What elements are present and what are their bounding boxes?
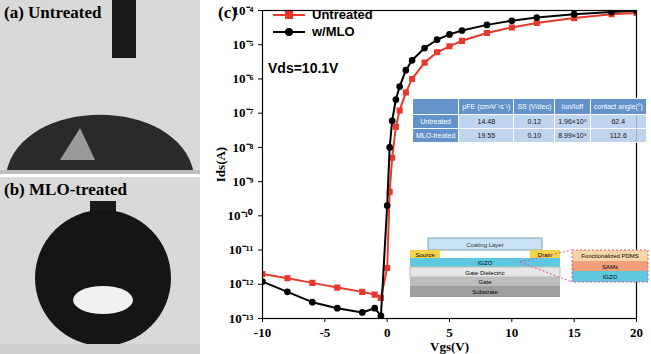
svg-text:10⁻¹¹: 10⁻¹¹	[229, 242, 254, 257]
html-text:8.99×10⁹: 8.99×10⁹	[558, 132, 587, 139]
svg-text:0: 0	[384, 325, 391, 340]
svg-text:(b) MLO-treated: (b) MLO-treated	[4, 180, 127, 199]
svg-text:-10: -10	[254, 325, 271, 340]
svg-text:Gate: Gate	[478, 279, 492, 285]
svg-text:10⁻⁴: 10⁻⁴	[233, 3, 254, 18]
svg-text:(c): (c)	[218, 3, 237, 22]
svg-text:10⁻¹⁰: 10⁻¹⁰	[228, 208, 254, 223]
svg-text:10⁻⁸: 10⁻⁸	[233, 140, 254, 155]
html-text:μFE (cm²V⁻¹s⁻¹): μFE (cm²V⁻¹s⁻¹)	[462, 103, 511, 110]
svg-text:10: 10	[505, 325, 518, 340]
svg-text:10⁻⁶: 10⁻⁶	[233, 71, 254, 86]
svg-text:-5: -5	[319, 325, 330, 340]
svg-text:10⁻⁵: 10⁻⁵	[233, 37, 254, 52]
html-text:1.96×10⁸: 1.96×10⁸	[558, 118, 587, 125]
html-text:Untreated: Untreated	[312, 7, 373, 22]
html-text:Untreated: Untreated	[420, 118, 451, 125]
svg-text:Source: Source	[415, 252, 435, 258]
svg-text:5: 5	[446, 325, 453, 340]
html-text:0.12: 0.12	[527, 118, 542, 125]
svg-text:20: 20	[630, 325, 643, 340]
svg-text:15: 15	[568, 325, 582, 340]
html-text:112.6: 112.6	[609, 132, 627, 139]
svg-text:10⁻¹³: 10⁻¹³	[229, 311, 254, 326]
svg-text:(a) Untreated: (a) Untreated	[4, 3, 102, 22]
svg-text:10⁻¹²: 10⁻¹²	[229, 276, 254, 291]
svg-text:Vgs(V): Vgs(V)	[430, 339, 469, 354]
svg-text:Ids(A): Ids(A)	[213, 147, 228, 182]
svg-text:Drain: Drain	[538, 252, 552, 258]
html-text:contact angle(°): contact angle(°)	[593, 103, 643, 110]
svg-text:IGZO: IGZO	[603, 274, 618, 280]
svg-text:10⁻⁹: 10⁻⁹	[233, 174, 254, 189]
svg-text:10⁻⁷: 10⁻⁷	[233, 105, 254, 120]
svg-text:IGZO: IGZO	[478, 260, 493, 266]
svg-text:Coating Layer: Coating Layer	[466, 242, 503, 248]
html-text:14.48: 14.48	[477, 118, 496, 125]
html-text:w/MLO: w/MLO	[312, 24, 355, 39]
svg-text:Functionalized PDMS: Functionalized PDMS	[581, 253, 639, 259]
html-text:19.55: 19.55	[477, 132, 496, 139]
svg-text:Gate Dielectric: Gate Dielectric	[465, 270, 504, 276]
html-text:Ion/Ioff: Ion/Ioff	[561, 103, 584, 110]
html-text:MLO-treated: MLO-treated	[416, 132, 456, 139]
svg-text:SAMs: SAMs	[602, 264, 618, 270]
html-text:SS (V/dec): SS (V/dec)	[517, 103, 552, 110]
svg-text:Substrate: Substrate	[472, 289, 498, 295]
html-text:Vds=10.1V: Vds=10.1V	[268, 60, 339, 76]
html-text:0.10: 0.10	[527, 132, 542, 139]
html-text:62.4: 62.4	[611, 118, 626, 125]
